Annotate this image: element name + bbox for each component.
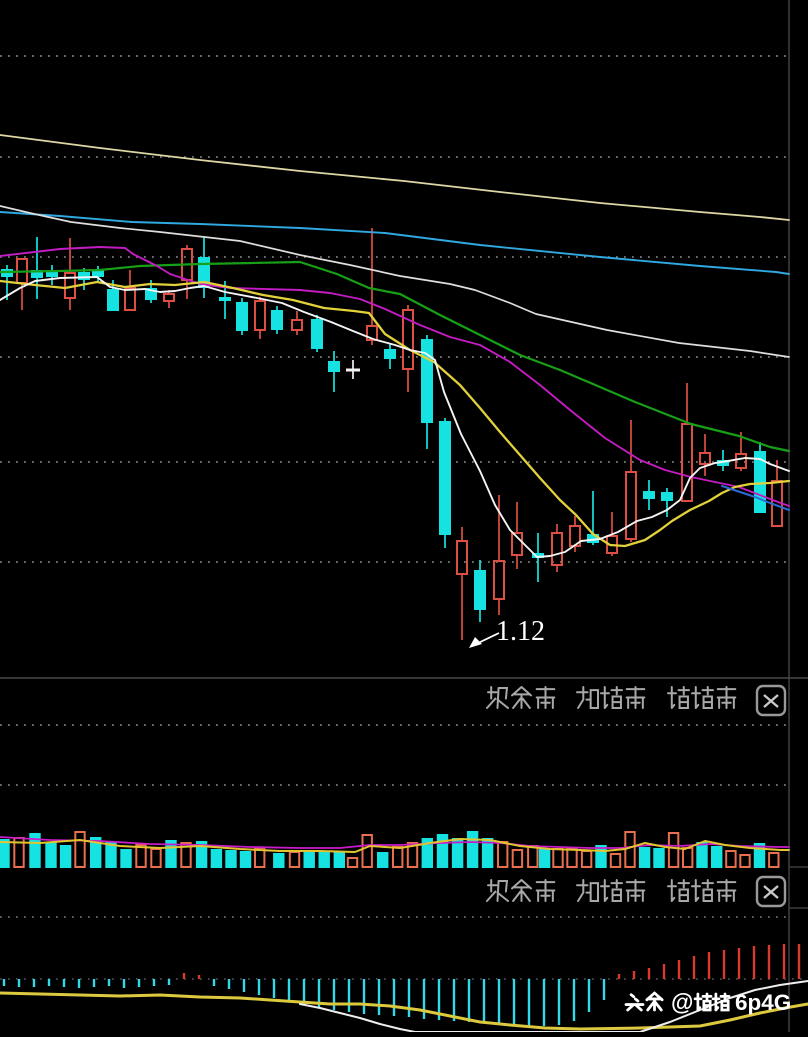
svg-text:@: @ (671, 989, 693, 1015)
svg-text:1.12: 1.12 (496, 616, 545, 647)
svg-text:6p4G: 6p4G (735, 990, 791, 1015)
